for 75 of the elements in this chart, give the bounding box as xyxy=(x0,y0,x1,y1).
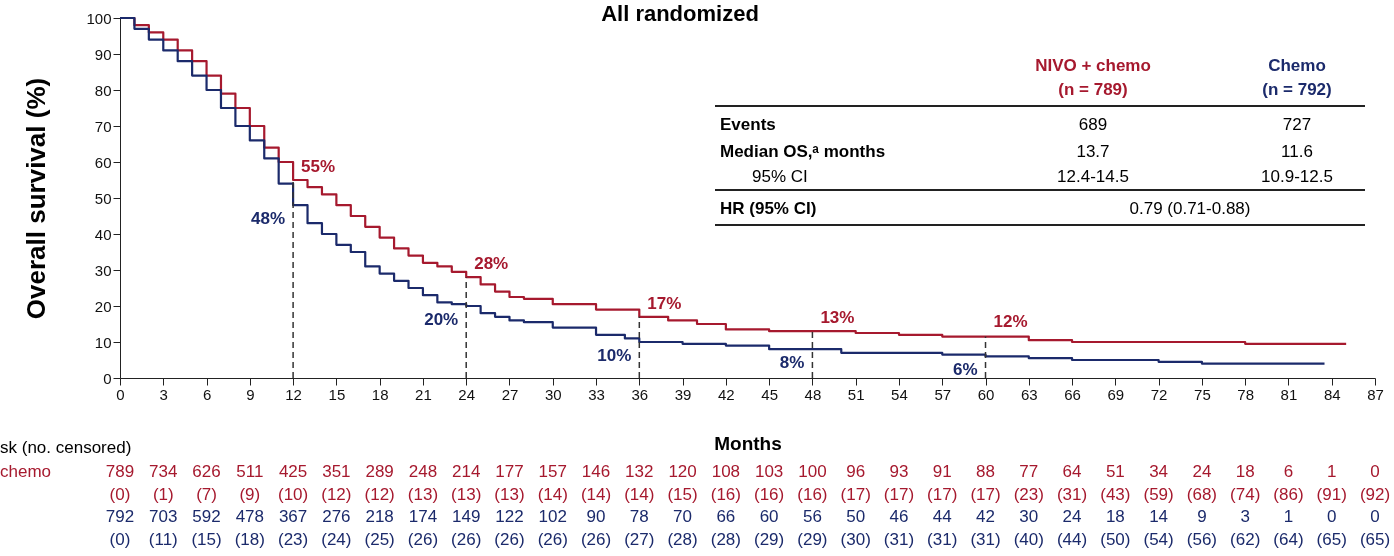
text: chemo xyxy=(0,462,52,482)
y-tick-label: 60 xyxy=(94,153,112,171)
annotation: 13% xyxy=(820,308,855,328)
y-tick-label: 100 xyxy=(86,9,112,27)
x-tick-label: 3 xyxy=(159,385,168,403)
x-tick-label: 27 xyxy=(501,385,519,403)
y-tick-label: 0 xyxy=(103,369,112,387)
x-tick-label: 81 xyxy=(1280,385,1298,403)
annotation: Events xyxy=(720,115,776,135)
text: Chemo xyxy=(1268,56,1326,76)
x-tick-label: 21 xyxy=(415,385,432,403)
annotation: 727 xyxy=(1282,115,1312,135)
annotation: 48% xyxy=(251,209,286,229)
x-tick-label: 87 xyxy=(1367,385,1384,403)
annotation: Median OS,ᵃ months xyxy=(720,142,886,162)
annotation: 55% xyxy=(301,157,336,176)
annotation: 13.7 xyxy=(1076,142,1110,162)
x-tick-label: 57 xyxy=(934,385,952,403)
annotation: 17% xyxy=(647,293,682,313)
x-tick-label: 15 xyxy=(328,385,346,403)
annotation: 6% xyxy=(952,360,978,380)
annotation: 28% xyxy=(474,254,509,274)
x-tick-label: 9 xyxy=(246,385,255,403)
x-tick-label: 51 xyxy=(847,385,865,403)
x-tick-label: 54 xyxy=(891,385,908,403)
y-tick-label: 20 xyxy=(94,297,112,315)
annotation: (n = 792) xyxy=(1262,80,1332,100)
annotation: 10.9-12.5 xyxy=(1261,167,1333,187)
y-axis-title: Overall survival (%) xyxy=(21,77,52,320)
x-tick-label: 75 xyxy=(1194,385,1211,403)
chart-title: All randomized xyxy=(601,1,759,26)
annotation: HR (95% CI) xyxy=(720,199,817,219)
x-tick-label: 33 xyxy=(588,385,605,403)
annotation: 12% xyxy=(993,311,1028,331)
x-tick-label: 42 xyxy=(718,385,735,403)
x-tick-label: 48 xyxy=(804,385,822,403)
annotation: 689 xyxy=(1078,115,1108,135)
x-tick-label: 84 xyxy=(1323,385,1341,403)
x-tick-label: 12 xyxy=(285,385,302,403)
y-tick-label: 50 xyxy=(94,189,112,207)
text: (0) (11) (15) (18) (23) (24) (25) (26) (26) (26) (26) (26) (27) (28) (28) (29) (29) (30) (31) (31) (31) (40) (44) (50) (54) (56) (62) (64) (65) (65) xyxy=(109,530,1391,549)
y-tick-label: 30 xyxy=(94,261,112,279)
x-tick-label: 78 xyxy=(1237,385,1255,403)
text: sk (no. censored) xyxy=(0,438,132,458)
annotation: (n = 789) xyxy=(1058,80,1128,100)
x-tick-label: 45 xyxy=(761,385,778,403)
annotation: 20% xyxy=(424,310,459,329)
annotation: 95% CI xyxy=(752,167,808,187)
x-tick-label: 30 xyxy=(544,385,562,403)
x-tick-label: 24 xyxy=(458,385,476,403)
x-tick-label: 69 xyxy=(1107,385,1125,403)
y-tick-label: 10 xyxy=(94,333,112,351)
x-tick-label: 0 xyxy=(116,385,125,403)
text: 792 703 592 478 367 276 218 174 149 122 102 90 78 70 66 60 56 50 46 44 42 30 24 18 14 9 3 1 0 0 xyxy=(105,507,1380,526)
x-tick-label: 60 xyxy=(977,385,995,403)
x-tick-label: 39 xyxy=(674,385,692,403)
x-tick-label: 72 xyxy=(1150,385,1168,403)
y-tick-label: 70 xyxy=(94,117,112,135)
x-tick-label: 18 xyxy=(371,385,389,403)
annotation: 8% xyxy=(779,353,805,373)
annotation: 0.79 (0.71-0.88) xyxy=(1129,199,1251,219)
y-tick-label: 80 xyxy=(94,81,112,99)
text: 789 734 626 511 425 351 289 248 214 177 157 146 132 120 108 103 100 96 93 91 88 77 64 51 34 24 18 6 1 0 xyxy=(105,462,1380,481)
text: (0) (1) (7) (9) (10) (12) (12) (13) (13) (13) (14) (14) (14) (15) (16) (16) (16) (17) (17) (17) (17) (23) (31) (43) (59) (68) (74) (86) (91) (92) xyxy=(109,485,1391,504)
annotation: 12.4-14.5 xyxy=(1057,167,1129,187)
x-tick-label: 36 xyxy=(631,385,649,403)
x-tick-label: 63 xyxy=(1020,385,1038,403)
y-tick-label: 90 xyxy=(94,45,112,63)
x-axis-title: Months xyxy=(714,432,782,454)
annotation: 10% xyxy=(597,346,632,365)
x-tick-label: 6 xyxy=(202,385,212,403)
annotation: 11.6 xyxy=(1281,142,1313,162)
x-tick-label: 66 xyxy=(1064,385,1081,403)
y-tick-label: 40 xyxy=(94,225,112,243)
text: NIVO + chemo xyxy=(1035,56,1151,76)
